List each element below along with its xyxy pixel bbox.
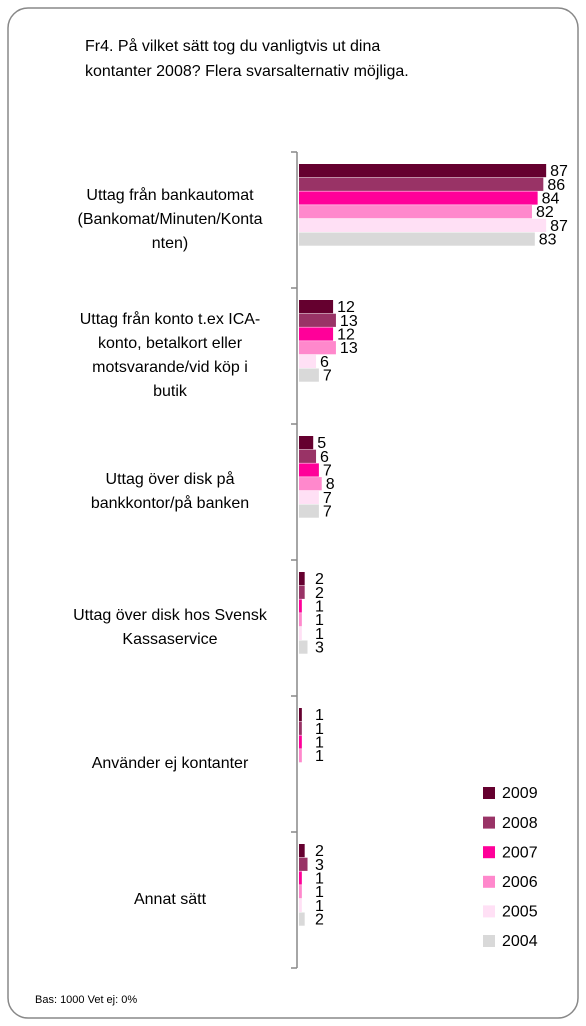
category-label: Annat sätt (134, 891, 207, 908)
legend-swatch (483, 875, 495, 888)
bar (299, 205, 532, 219)
bar (299, 300, 334, 314)
bar (299, 463, 319, 477)
bar (299, 572, 305, 586)
bar (299, 885, 302, 899)
value-label: 2 (315, 571, 324, 588)
value-label: 86 (547, 177, 565, 194)
value-label: 1 (315, 734, 324, 751)
value-label: 2 (315, 843, 324, 860)
value-label: 12 (337, 326, 355, 343)
bar (299, 449, 317, 463)
value-label: 3 (315, 857, 324, 874)
bar (299, 218, 547, 232)
value-label: 1 (315, 721, 324, 738)
value-label: 6 (320, 354, 329, 371)
legend-swatch (483, 935, 495, 947)
value-label: 1 (315, 748, 324, 765)
category-label: Uttag från bankautomat (Bankomat/Minuten/… (78, 186, 263, 252)
value-label: 8 (326, 476, 335, 493)
legend-label: 2005 (502, 904, 538, 921)
bar (299, 313, 336, 327)
value-label: 7 (323, 368, 332, 385)
bar (299, 912, 305, 926)
value-label: 1 (315, 898, 324, 915)
value-label: 1 (315, 612, 324, 629)
category-label: Uttag över disk hos Svensk Kassaservice (73, 607, 268, 648)
bar (299, 626, 302, 640)
legend-swatch (483, 846, 495, 859)
value-label: 87 (550, 218, 568, 235)
chart-title: Fr4. På vilket sätt tog du vanligtvis ut… (85, 37, 409, 80)
category-label: Uttag över disk på bankkontor/på banken (91, 470, 249, 512)
bar (299, 898, 302, 912)
value-label: 12 (337, 299, 355, 316)
bar (299, 749, 302, 763)
category-label: Använder ej kontanter (92, 755, 249, 772)
value-label: 6 (320, 449, 329, 466)
bar (299, 721, 302, 735)
legend-label: 2004 (502, 933, 538, 950)
value-label: 84 (542, 190, 560, 207)
legend-swatch (483, 787, 495, 799)
bar (299, 599, 302, 613)
bar (299, 164, 547, 178)
bar (299, 191, 538, 205)
bar (299, 844, 305, 858)
value-label: 7 (323, 462, 332, 479)
category-label: Uttag från konto t.ex ICA-konto, betalko… (80, 310, 261, 400)
value-label: 1 (315, 598, 324, 615)
footnote: Bas: 1000 Vet ej: 0% (35, 994, 137, 1006)
value-label: 82 (536, 204, 554, 221)
bar (299, 735, 302, 749)
value-label: 7 (323, 490, 332, 507)
value-label: 7 (323, 504, 332, 521)
value-label: 3 (315, 640, 324, 657)
frame (7, 7, 579, 1019)
value-label: 1 (315, 626, 324, 643)
value-label: 1 (315, 707, 324, 724)
value-label: 2 (315, 585, 324, 602)
bar (299, 232, 535, 246)
value-label: 87 (550, 163, 568, 180)
value-label: 13 (340, 340, 358, 357)
bar (299, 354, 317, 368)
value-label: 2 (315, 912, 324, 929)
legend-swatch (483, 816, 495, 829)
bar (299, 341, 336, 355)
bar (299, 436, 314, 450)
bar (299, 857, 308, 871)
value-label: 1 (315, 884, 324, 901)
bar (299, 327, 334, 341)
legend-label: 2009 (502, 785, 538, 802)
value-label: 1 (315, 870, 324, 887)
value-label: 13 (340, 313, 358, 330)
bar (299, 613, 302, 627)
bar (299, 504, 319, 518)
bar (299, 177, 544, 191)
bar (299, 490, 319, 504)
legend-swatch (483, 905, 495, 918)
legend-label: 2006 (502, 874, 538, 891)
legend-label: 2008 (502, 815, 538, 832)
value-label: 83 (539, 232, 557, 249)
bar (299, 477, 322, 491)
value-label: 5 (317, 435, 326, 452)
bar (299, 640, 308, 654)
legend-label: 2007 (502, 844, 538, 861)
bar (299, 871, 302, 885)
bar (299, 708, 302, 722)
bar (299, 368, 319, 382)
bar (299, 585, 305, 599)
